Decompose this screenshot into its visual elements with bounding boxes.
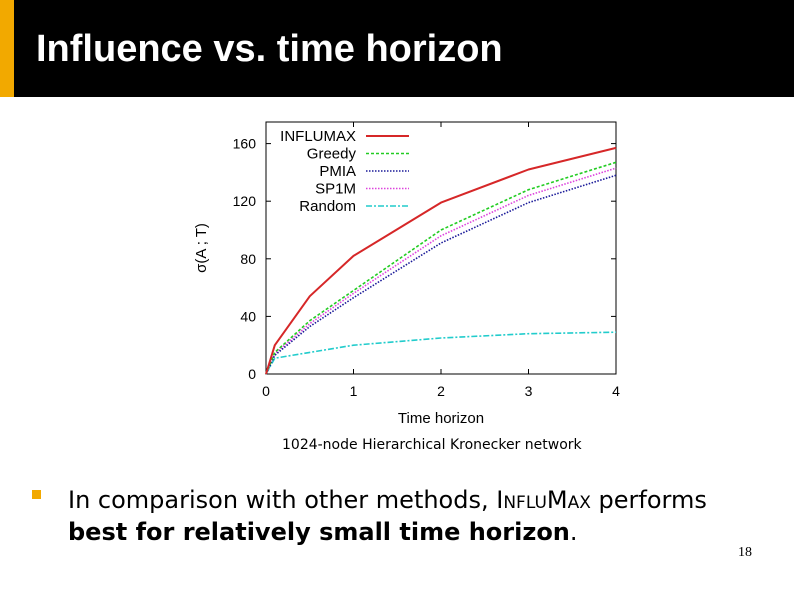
legend-label-pmia: PMIA [319, 163, 356, 180]
bullet-method: InfluMax [496, 486, 591, 514]
bullet-suffix: . [569, 518, 578, 546]
y-tick-label: 160 [233, 136, 257, 152]
x-tick-label: 3 [525, 383, 533, 399]
bullet-prefix: In comparison with other methods, [68, 486, 497, 514]
legend-label-sp1m: SP1M [315, 181, 356, 198]
y-axis-label: σ(A ; T) [193, 223, 210, 273]
page-number: 18 [738, 545, 752, 560]
y-tick-label: 80 [240, 251, 256, 267]
y-tick-label: 120 [233, 193, 257, 209]
series-line-influmax [265, 146, 617, 375]
y-tick-label: 40 [240, 308, 256, 324]
bullet-bold: best for relatively small time horizon [68, 518, 570, 546]
x-axis-label: Time horizon [398, 410, 484, 427]
series-line-greedy [265, 161, 617, 375]
y-tick-label: 0 [248, 366, 256, 382]
series-line-random [265, 331, 617, 375]
x-tick-label: 0 [262, 383, 270, 399]
x-tick-label: 1 [350, 383, 358, 399]
bullet-marker [32, 490, 41, 499]
title-bar [0, 0, 794, 97]
legend-label-influmax: INFLUMAX [280, 128, 356, 145]
chart-caption: 1024-node Hierarchical Kronecker network [282, 437, 582, 453]
slide-title: Influence vs. time horizon [36, 28, 503, 70]
bullet-middle: performs [590, 486, 707, 514]
x-tick-label: 2 [437, 383, 445, 399]
x-tick-label: 4 [612, 383, 620, 399]
legend-label-random: Random [299, 198, 356, 215]
series-line-pmia [265, 174, 617, 375]
bullet-text: In comparison with other methods, InfluM… [68, 484, 758, 548]
legend-label-greedy: Greedy [307, 146, 357, 163]
title-accent [0, 0, 14, 97]
